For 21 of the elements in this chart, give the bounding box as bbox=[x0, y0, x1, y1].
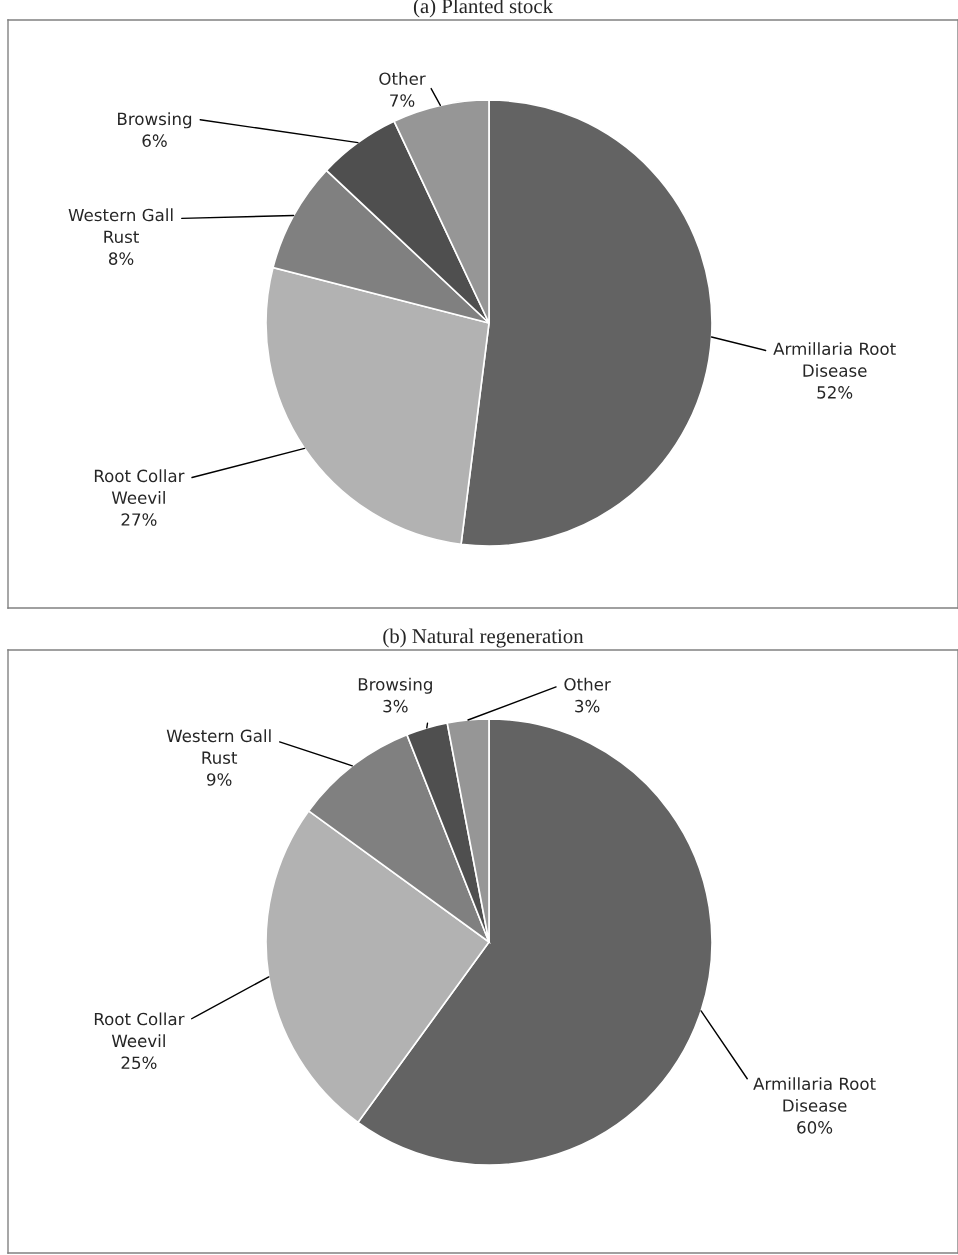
slice-label: Root Collar Weevil bbox=[94, 1012, 185, 1048]
data-label: 3% bbox=[575, 699, 600, 713]
chart-title: (b) Natural regeneration bbox=[383, 628, 584, 648]
slice-label: Western Gall Rust bbox=[68, 208, 173, 244]
data-label: 7% bbox=[390, 94, 415, 107]
data-label: 6% bbox=[142, 134, 167, 147]
data-label: 60% bbox=[797, 1121, 833, 1134]
data-label: 27% bbox=[121, 513, 157, 526]
data-label: 25% bbox=[121, 1056, 157, 1070]
slice-label: Western Gall Rust bbox=[166, 729, 271, 764]
slice-label: Armillaria Root Disease bbox=[773, 342, 896, 377]
slice-label: Browsing bbox=[118, 112, 192, 129]
data-label: 9% bbox=[207, 773, 232, 786]
data-label: 3% bbox=[383, 699, 408, 713]
slice-label: Armillaria Root Disease bbox=[753, 1077, 876, 1112]
slice-label: Other bbox=[379, 72, 426, 85]
data-label: 8% bbox=[108, 252, 134, 265]
data-label: 52% bbox=[817, 386, 853, 399]
slice-label: Root Collar Weevil bbox=[94, 469, 185, 505]
slice-label: Other bbox=[564, 677, 611, 691]
slice-label: Browsing bbox=[358, 677, 432, 694]
